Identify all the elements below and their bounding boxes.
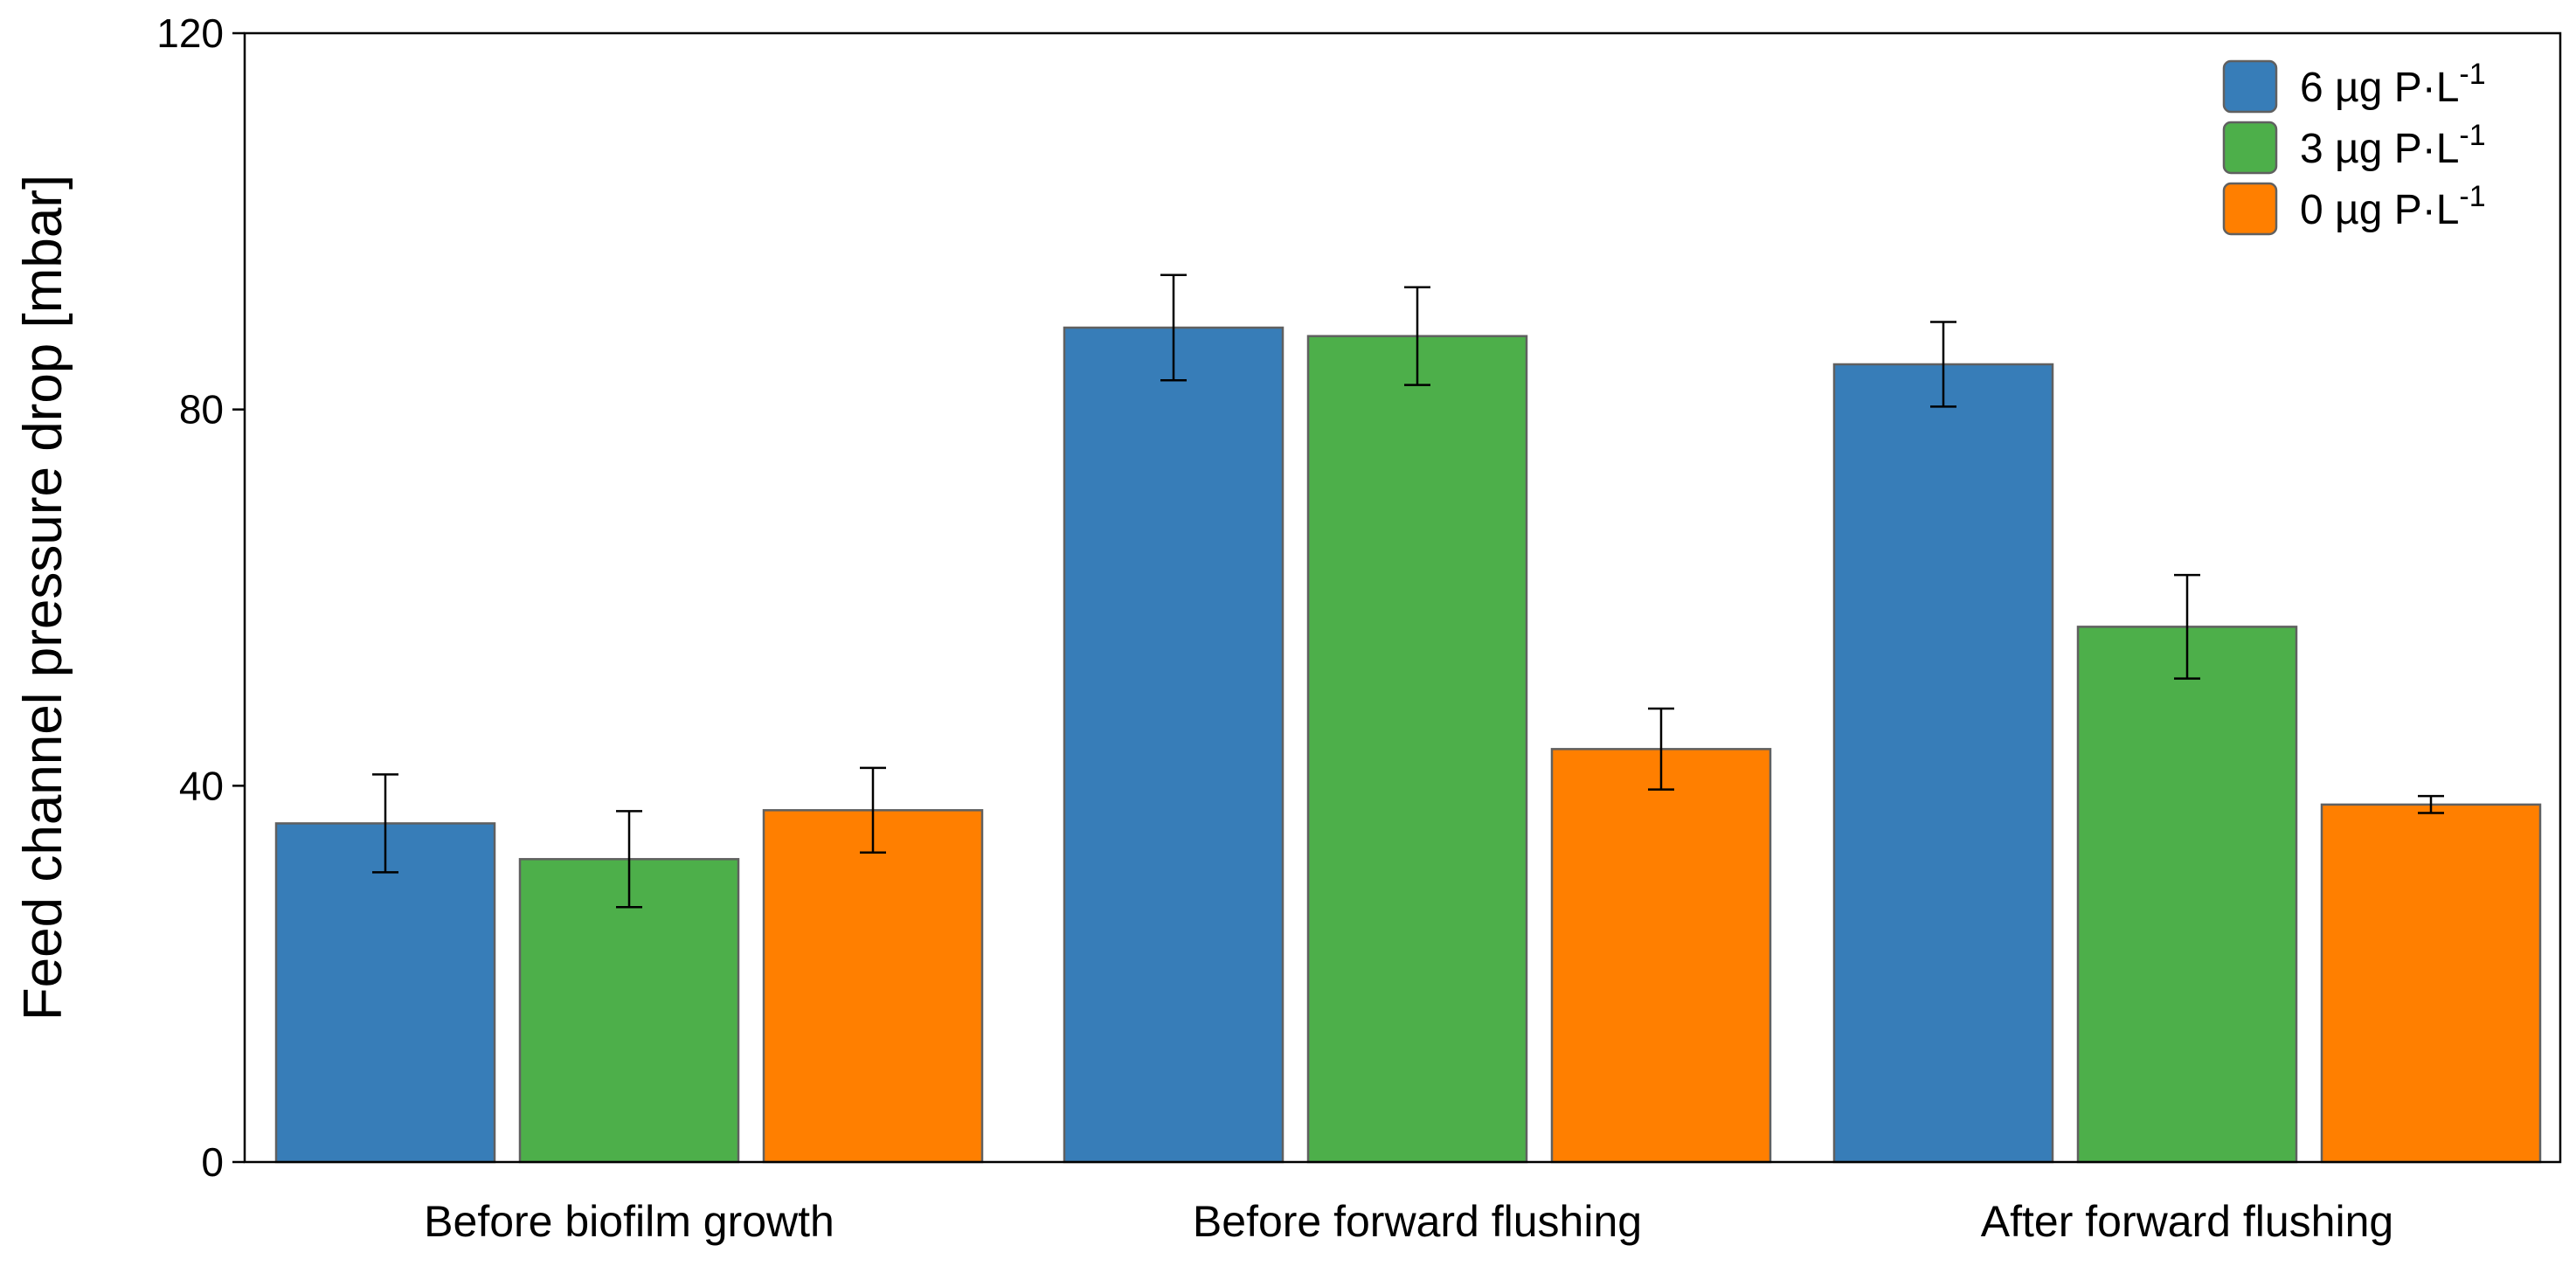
bar bbox=[762, 809, 984, 1164]
x-category-label: Before biofilm growth bbox=[424, 1197, 834, 1246]
legend: 6 µg P·L-1 3 µg P·L-1 0 µg P·L-1 bbox=[2222, 58, 2486, 236]
bar bbox=[2320, 803, 2542, 1164]
y-axis: 0 40 80 120 bbox=[156, 10, 245, 1185]
bar bbox=[1306, 335, 1528, 1164]
bar bbox=[1550, 748, 1772, 1164]
bar-group bbox=[274, 326, 2542, 1164]
y-axis-title: Feed channel pressure drop [mbar] bbox=[13, 175, 73, 1020]
legend-swatch bbox=[2222, 121, 2278, 175]
y-tick-label: 40 bbox=[179, 763, 224, 808]
x-category-label: Before forward flushing bbox=[1193, 1197, 1642, 1246]
x-category-label: After forward flushing bbox=[1981, 1197, 2393, 1246]
legend-swatch bbox=[2222, 59, 2278, 114]
x-axis: Before biofilm growth Before forward flus… bbox=[424, 1197, 2393, 1246]
y-tick-label: 120 bbox=[156, 10, 224, 56]
legend-swatch bbox=[2222, 182, 2278, 236]
bar bbox=[1832, 363, 2054, 1164]
y-tick-label: 80 bbox=[179, 387, 224, 432]
bar bbox=[1063, 326, 1285, 1164]
bar bbox=[2076, 626, 2298, 1164]
legend-label: 3 µg P·L-1 bbox=[2300, 119, 2486, 172]
legend-label: 0 µg P·L-1 bbox=[2300, 180, 2486, 233]
y-tick-label: 0 bbox=[201, 1139, 224, 1185]
plot-frame bbox=[243, 31, 2562, 1164]
legend-label: 6 µg P·L-1 bbox=[2300, 58, 2486, 111]
error-bar-group bbox=[372, 273, 2444, 909]
bar bbox=[274, 822, 496, 1164]
